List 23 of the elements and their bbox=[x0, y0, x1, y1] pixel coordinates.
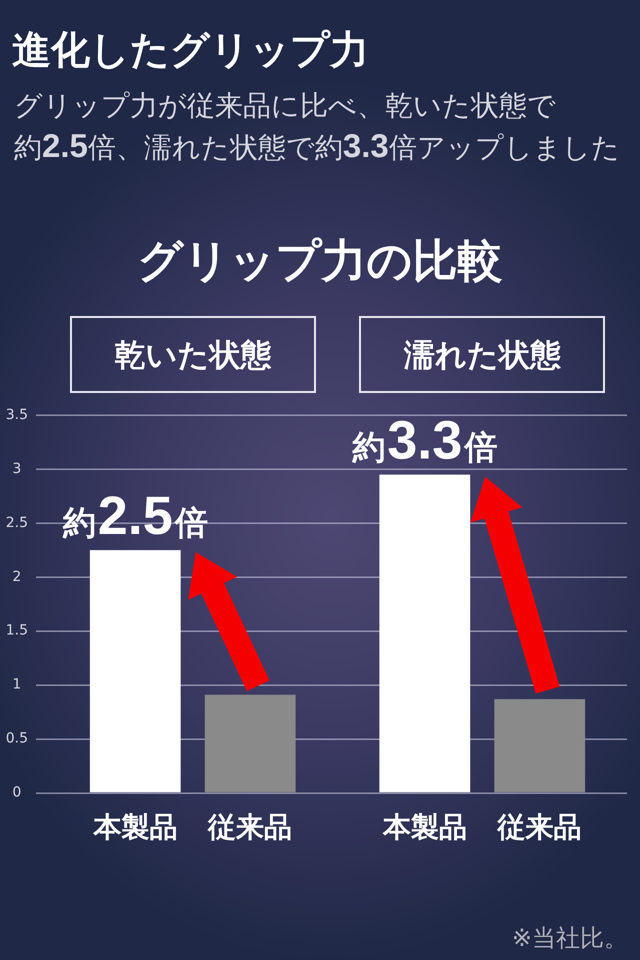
text: グリップ力の比較 bbox=[136, 234, 504, 288]
y-tick-label: 1 bbox=[12, 676, 22, 693]
y-tick-label: 2 bbox=[12, 568, 22, 585]
text: 本製品 bbox=[382, 810, 467, 844]
bar bbox=[494, 699, 586, 792]
y-tick-label: 0.5 bbox=[6, 730, 28, 747]
annotation: 約3.3倍 bbox=[351, 410, 498, 471]
y-tick-label: 3 bbox=[12, 460, 22, 477]
chart-subtitle: グリップ力が従来品に比べ、乾いた状態で約2.5倍、濡れた状態で約3.3倍アップしました bbox=[14, 88, 620, 166]
chart-title: 進化したグリップ力 bbox=[12, 28, 369, 75]
x-tick-label: 乾いた状態 bbox=[114, 338, 272, 374]
series-label: 本製品 bbox=[92, 810, 178, 844]
y-tick-label: 0 bbox=[12, 784, 22, 801]
bar bbox=[204, 694, 296, 792]
text: ※当社比。 bbox=[512, 923, 628, 954]
text: 従来品 bbox=[498, 810, 582, 844]
bar bbox=[90, 550, 181, 792]
series-label: 従来品 bbox=[207, 810, 292, 844]
annotation: 約2.5倍 bbox=[62, 486, 208, 546]
y-tick-label: 1.5 bbox=[6, 622, 28, 639]
y-tick-label: 2.5 bbox=[6, 514, 28, 531]
x-tick-label: 濡れた状態 bbox=[402, 338, 561, 374]
y-tick-label: 3.5 bbox=[6, 406, 28, 423]
